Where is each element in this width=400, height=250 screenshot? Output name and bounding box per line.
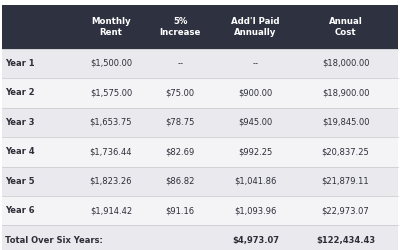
- Text: $1,041.86: $1,041.86: [234, 177, 277, 186]
- Text: Monthly
Rent: Monthly Rent: [91, 17, 131, 37]
- Text: $4,973.07: $4,973.07: [232, 236, 279, 245]
- Text: Total Over Six Years:: Total Over Six Years:: [5, 236, 103, 245]
- Text: $122,434.43: $122,434.43: [316, 236, 375, 245]
- Text: $82.69: $82.69: [166, 147, 195, 156]
- Text: $20,837.25: $20,837.25: [322, 147, 370, 156]
- Text: $22,973.07: $22,973.07: [322, 206, 370, 215]
- Text: $1,914.42: $1,914.42: [90, 206, 132, 215]
- Text: 5%
Increase: 5% Increase: [160, 17, 201, 37]
- Text: Year 3: Year 3: [5, 118, 35, 127]
- Text: Year 6: Year 6: [5, 206, 35, 215]
- Text: $18,900.00: $18,900.00: [322, 88, 369, 98]
- Text: $18,000.00: $18,000.00: [322, 59, 369, 68]
- Text: $19,845.00: $19,845.00: [322, 118, 369, 127]
- Text: $900.00: $900.00: [238, 88, 272, 98]
- Text: $21,879.11: $21,879.11: [322, 177, 369, 186]
- Text: $1,823.26: $1,823.26: [90, 177, 132, 186]
- Text: $992.25: $992.25: [238, 147, 272, 156]
- Text: Year 1: Year 1: [5, 59, 35, 68]
- Text: --: --: [252, 59, 258, 68]
- Text: $1,736.44: $1,736.44: [90, 147, 132, 156]
- Text: $86.82: $86.82: [166, 177, 195, 186]
- Text: Annual
Cost: Annual Cost: [329, 17, 362, 37]
- Text: Year 4: Year 4: [5, 147, 35, 156]
- Text: Add'l Paid
Annually: Add'l Paid Annually: [231, 17, 280, 37]
- Text: $1,093.96: $1,093.96: [234, 206, 277, 215]
- Text: $1,500.00: $1,500.00: [90, 59, 132, 68]
- Text: --: --: [177, 59, 183, 68]
- Text: Year 5: Year 5: [5, 177, 35, 186]
- Text: $75.00: $75.00: [166, 88, 195, 98]
- Text: $1,575.00: $1,575.00: [90, 88, 132, 98]
- Text: Year 2: Year 2: [5, 88, 35, 98]
- Text: $1,653.75: $1,653.75: [90, 118, 132, 127]
- Text: $91.16: $91.16: [166, 206, 195, 215]
- Text: $945.00: $945.00: [238, 118, 272, 127]
- Text: $78.75: $78.75: [166, 118, 195, 127]
